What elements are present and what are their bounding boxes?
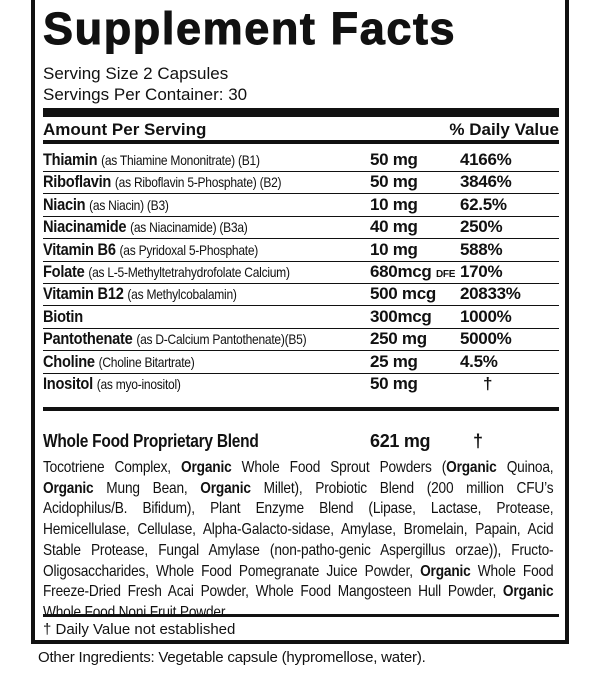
nutrient-dv: 4166% bbox=[460, 150, 512, 169]
blend-ingredients: Tocotriene Complex, Organic Whole Food S… bbox=[43, 458, 554, 624]
nutrient-dv: 5000% bbox=[460, 329, 512, 349]
blend-amount: 621 mg bbox=[370, 431, 431, 451]
nutrient-name: Riboflavin (as Riboflavin 5-Phosphate) (… bbox=[43, 172, 282, 192]
organic-label: Organic bbox=[200, 479, 251, 497]
nutrient-amount: 40 mg bbox=[370, 217, 418, 237]
nutrient-row: Choline (Choline Bitartrate) 25 mg 4.5% bbox=[43, 351, 559, 374]
nutrient-amount: 250 mg bbox=[370, 329, 427, 349]
nutrient-row: Vitamin B6 (as Pyridoxal 5-Phosphate) 10… bbox=[43, 239, 559, 262]
nutrient-name: Inositol (as myo-inositol) bbox=[43, 374, 181, 393]
nutrient-row: Thiamin (as Thiamine Mononitrate) (B1) 5… bbox=[43, 149, 559, 172]
nutrient-dv: 1000% bbox=[460, 306, 512, 326]
organic-label: Organic bbox=[420, 562, 471, 580]
blend-text: Tocotriene Complex, bbox=[43, 459, 182, 476]
daily-value-note: † Daily Value not established bbox=[43, 621, 236, 638]
nutrient-dv: 4.5% bbox=[460, 351, 498, 371]
nutrient-row: Vitamin B12 (as Methylcobalamin) 500 mcg… bbox=[43, 283, 559, 307]
nutrient-dv: 170% bbox=[460, 262, 503, 281]
nutrient-row: Inositol (as myo-inositol) 50 mg † bbox=[43, 373, 559, 395]
blend-text: Millet), Probiotic Blend (200 million CF… bbox=[43, 479, 554, 580]
blend-text: Whole Food Freeze-Dried Fresh Acai Powde… bbox=[43, 562, 554, 601]
nutrient-amount: 500 mcg bbox=[370, 284, 436, 304]
organic-label: Organic bbox=[181, 459, 232, 476]
nutrient-name: Pantothenate (as D-Calcium Pantothenate)… bbox=[43, 329, 307, 349]
nutrient-amount: 10 mg bbox=[370, 194, 418, 214]
nutrient-amount: 680mcg DFE bbox=[370, 262, 456, 281]
nutrient-dv: † bbox=[483, 374, 493, 393]
nutrient-dv: 3846% bbox=[460, 172, 512, 192]
nutrient-amount: 10 mg bbox=[370, 239, 418, 259]
amount-per-serving-header: Amount Per Serving bbox=[43, 120, 207, 139]
supplement-facts-panel: Supplement Facts Serving Size 2 Capsules… bbox=[31, 0, 569, 644]
nutrient-amount: 50 mg bbox=[370, 172, 418, 192]
nutrient-row: Niacin (as Niacin) (B3) 10 mg 62.5% bbox=[43, 194, 559, 217]
nutrient-row: Biotin 300mcg 1000% bbox=[43, 306, 559, 329]
nutrient-name: Thiamin (as Thiamine Mononitrate) (B1) bbox=[43, 150, 260, 169]
daily-value-header: % Daily Value bbox=[449, 120, 559, 139]
nutrient-row: Folate (as L-5-Methyltetrahydrofolate Ca… bbox=[43, 261, 559, 284]
panel-title: Supplement Facts bbox=[42, 3, 457, 54]
nutrient-dv: 20833% bbox=[460, 284, 521, 304]
nutrient-name: Vitamin B12 (as Methylcobalamin) bbox=[43, 284, 237, 304]
nutrient-dv: 588% bbox=[460, 239, 503, 259]
serving-size: Serving Size 2 Capsules bbox=[43, 64, 229, 83]
blend-row: Whole Food Proprietary Blend 621 mg † bbox=[43, 430, 559, 452]
blend-text: Mung Bean, bbox=[93, 479, 201, 497]
nutrient-dv: 62.5% bbox=[460, 194, 507, 214]
organic-label: Organic bbox=[43, 479, 94, 497]
nutrient-amount: 50 mg bbox=[370, 150, 418, 169]
nutrient-name: Biotin bbox=[43, 306, 83, 326]
nutrient-name: Niacin (as Niacin) (B3) bbox=[43, 194, 169, 214]
nutrient-name: Choline (Choline Bitartrate) bbox=[43, 351, 195, 371]
blend-name: Whole Food Proprietary Blend bbox=[43, 431, 259, 451]
servings-per-container: Servings Per Container: 30 bbox=[43, 85, 248, 104]
thick-divider bbox=[43, 108, 559, 117]
nutrient-row: Riboflavin (as Riboflavin 5-Phosphate) (… bbox=[43, 171, 559, 195]
header-divider bbox=[43, 140, 559, 144]
blend-text: Whole Food Sprout Powders ( bbox=[231, 459, 447, 476]
divider bbox=[43, 614, 559, 617]
nutrient-row: Niacinamide (as Niacinamide) (B3a) 40 mg… bbox=[43, 216, 559, 240]
nutrient-name: Vitamin B6 (as Pyridoxal 5-Phosphate) bbox=[43, 239, 259, 259]
nutrient-name: Niacinamide (as Niacinamide) (B3a) bbox=[43, 217, 248, 237]
nutrient-dv: 250% bbox=[460, 217, 503, 237]
other-ingredients: Other Ingredients: Vegetable capsule (hy… bbox=[38, 649, 426, 666]
organic-label: Organic bbox=[446, 459, 497, 476]
nutrient-amount: 300mcg bbox=[370, 306, 432, 326]
nutrient-amount: 25 mg bbox=[370, 351, 418, 371]
organic-label: Organic bbox=[502, 583, 554, 601]
nutrient-amount: 50 mg bbox=[370, 374, 418, 393]
blend-dv: † bbox=[473, 431, 483, 451]
blend-text: Whole Food Noni Fruit Powder. bbox=[43, 603, 229, 621]
thick-divider bbox=[43, 407, 559, 411]
blend-text: Quinoa, bbox=[496, 459, 554, 476]
nutrient-name: Folate (as L-5-Methyltetrahydrofolate Ca… bbox=[43, 262, 290, 281]
nutrient-row: Pantothenate (as D-Calcium Pantothenate)… bbox=[43, 328, 559, 352]
